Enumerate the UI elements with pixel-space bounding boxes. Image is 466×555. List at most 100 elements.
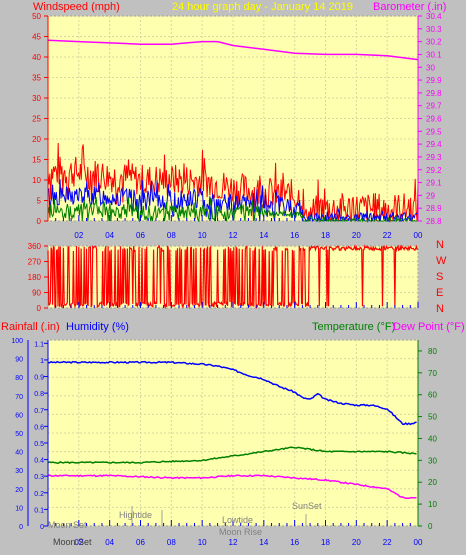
windspeed-tick-label: 45 bbox=[32, 33, 41, 42]
direction-label-w: W bbox=[436, 255, 447, 267]
x-tick-label: 20 bbox=[352, 538, 361, 547]
humidity-axis-label: Humidity (%) bbox=[66, 321, 129, 333]
x-tick-label: 14 bbox=[259, 538, 268, 547]
x-tick-label: 22 bbox=[383, 231, 392, 240]
direction-label-s: S bbox=[436, 271, 443, 283]
annotation-moon-set: Moon Set bbox=[48, 520, 87, 530]
humidity-tick-label: 80 bbox=[15, 375, 23, 382]
barometer-tick-label: 29.3 bbox=[426, 153, 442, 162]
x-tick-label: 16 bbox=[290, 231, 299, 240]
barometer-tick-label: 29.9 bbox=[426, 76, 442, 85]
humidity-tick-label: 0 bbox=[19, 524, 23, 531]
barometer-tick-label: 29.4 bbox=[426, 140, 442, 149]
humidity-tick-label: 30 bbox=[15, 468, 23, 475]
rainfall-tick-label: 0.8 bbox=[34, 391, 44, 398]
direction-label-n-top: N bbox=[436, 239, 444, 251]
rainfall-tick-label: 0.7 bbox=[34, 408, 44, 415]
temperature-tick-label: 20 bbox=[428, 478, 437, 487]
windspeed-tick-label: 35 bbox=[32, 74, 41, 83]
windspeed-tick-label: 40 bbox=[32, 53, 41, 62]
barometer-tick-label: 29.7 bbox=[426, 102, 442, 111]
barometer-line bbox=[47, 39, 419, 61]
x-tick-label: 20 bbox=[352, 231, 361, 240]
x-tick-label: 04 bbox=[105, 538, 114, 547]
rainfall-tick-label: 0.9 bbox=[34, 375, 44, 382]
annotation-moon-set-bottom: Moon Set bbox=[53, 537, 92, 547]
barometer-tick-label: 29.2 bbox=[426, 166, 442, 175]
temperature-tick-label: 10 bbox=[428, 500, 437, 509]
direction-tick-label: 90 bbox=[32, 289, 41, 298]
temperature-line bbox=[47, 446, 417, 464]
x-tick-label: 00 bbox=[414, 538, 423, 547]
windspeed-tick-label: 0 bbox=[37, 217, 42, 226]
direction-tick-label: 360 bbox=[28, 242, 42, 251]
annotation-sunset: SunSet bbox=[292, 501, 322, 511]
x-tick-label: 04 bbox=[105, 231, 114, 240]
rainfall-tick-label: 1 bbox=[40, 358, 44, 365]
windspeed-tick-label: 20 bbox=[32, 135, 41, 144]
windspeed-tick-label: 5 bbox=[37, 197, 42, 206]
windspeed-tick-label: 15 bbox=[32, 156, 41, 165]
x-tick-label: 18 bbox=[321, 538, 330, 547]
humidity-tick-label: 90 bbox=[15, 357, 23, 364]
barometer-tick-label: 29.8 bbox=[426, 89, 442, 98]
x-tick-label: 10 bbox=[198, 231, 207, 240]
temperature-tick-label: 40 bbox=[428, 434, 437, 443]
wind-direction-line bbox=[47, 244, 418, 310]
barometer-axis-label: Barometer (.in) bbox=[373, 1, 446, 13]
rainfall-tick-label: 0.1 bbox=[34, 507, 44, 514]
x-tick-label: 00 bbox=[414, 231, 423, 240]
x-tick-label: 08 bbox=[167, 231, 176, 240]
x-tick-label: 10 bbox=[198, 538, 207, 547]
humidity-tick-label: 10 bbox=[15, 505, 23, 512]
direction-label-e: E bbox=[436, 287, 443, 299]
rainfall-tick-label: 0 bbox=[40, 524, 44, 531]
x-tick-label: 22 bbox=[383, 538, 392, 547]
barometer-tick-label: 30.4 bbox=[426, 12, 442, 21]
x-tick-label: 14 bbox=[259, 231, 268, 240]
barometer-tick-label: 28.9 bbox=[426, 204, 442, 213]
x-tick-label: 06 bbox=[136, 231, 145, 240]
humidity-tick-label: 60 bbox=[15, 412, 23, 419]
rainfall-tick-label: 0.2 bbox=[34, 491, 44, 498]
windspeed-tick-label: 10 bbox=[32, 176, 41, 185]
annotation-hightide: Hightide bbox=[119, 510, 152, 520]
x-tick-label: 18 bbox=[321, 231, 330, 240]
rainfall-tick-label: 0.4 bbox=[34, 458, 44, 465]
annotation-lowtide: Lowtide bbox=[222, 515, 253, 525]
barometer-tick-label: 30.2 bbox=[426, 38, 442, 47]
barometer-tick-label: 30.1 bbox=[426, 50, 442, 59]
barometer-tick-label: 30 bbox=[426, 63, 435, 72]
x-tick-label: 12 bbox=[229, 231, 238, 240]
x-tick-label: 12 bbox=[229, 538, 238, 547]
direction-tick-label: 0 bbox=[37, 304, 42, 313]
x-tick-label: 06 bbox=[136, 538, 145, 547]
rainfall-tick-label: 0.3 bbox=[34, 474, 44, 481]
temperature-tick-label: 50 bbox=[428, 413, 437, 422]
humidity-tick-label: 50 bbox=[15, 431, 23, 438]
humidity-tick-label: 70 bbox=[15, 394, 23, 401]
rainfall-tick-label: 0.5 bbox=[34, 441, 44, 448]
humidity-line bbox=[47, 360, 417, 426]
temperature-tick-label: 60 bbox=[428, 391, 437, 400]
windspeed-tick-label: 50 bbox=[32, 12, 41, 21]
x-tick-label: 16 bbox=[290, 538, 299, 547]
dewpoint-line bbox=[47, 474, 417, 499]
rainfall-tick-label: 1.1 bbox=[34, 341, 44, 348]
rainfall-tick-label: 0.6 bbox=[34, 424, 44, 431]
windspeed-tick-label: 25 bbox=[32, 115, 41, 124]
barometer-tick-label: 30.3 bbox=[426, 25, 442, 34]
wind-gust-line bbox=[47, 142, 419, 222]
x-tick-label: 02 bbox=[74, 231, 83, 240]
barometer-tick-label: 28.8 bbox=[426, 217, 442, 226]
windspeed-axis-label: Windspeed (mph) bbox=[33, 1, 120, 13]
dewpoint-axis-label: Dew Point (°F) bbox=[393, 321, 465, 333]
windspeed-tick-label: 30 bbox=[32, 94, 41, 103]
annotation-moon-rise: Moon Rise bbox=[219, 527, 262, 537]
humidity-tick-label: 100 bbox=[11, 338, 23, 345]
temperature-axis-label: Temperature (°F) bbox=[312, 321, 395, 333]
temperature-tick-label: 0 bbox=[428, 522, 433, 531]
temperature-tick-label: 30 bbox=[428, 456, 437, 465]
humidity-tick-label: 20 bbox=[15, 487, 23, 494]
